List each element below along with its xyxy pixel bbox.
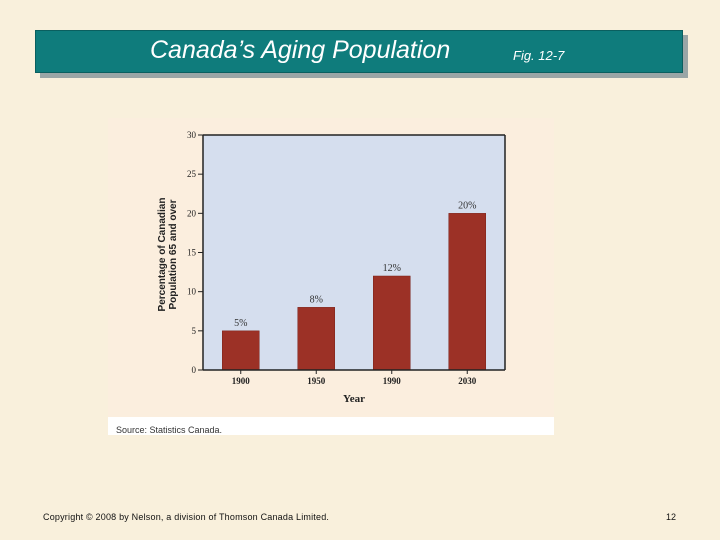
data-label-1990: 12% <box>383 263 401 274</box>
y-tick-label: 30 <box>187 130 197 140</box>
page-number: 12 <box>666 512 677 522</box>
x-tick-label-2030: 2030 <box>458 376 477 386</box>
y-tick-label: 10 <box>187 287 197 297</box>
data-label-2030: 20% <box>458 200 476 211</box>
bar-1900 <box>222 330 260 371</box>
y-axis-label-line-1: Percentage of Canadian <box>157 198 168 312</box>
bar-1950 <box>297 307 335 371</box>
x-tick-label-1950: 1950 <box>307 376 326 386</box>
y-tick-label: 5 <box>192 326 197 336</box>
figure-label: Fig. 12-7 <box>513 48 565 63</box>
y-tick-label: 25 <box>187 169 197 179</box>
data-label-1900: 5% <box>234 318 247 329</box>
x-axis-label: Year <box>343 393 365 405</box>
y-tick-label: 0 <box>192 365 197 375</box>
data-label-1950: 8% <box>310 294 323 305</box>
x-tick-label-1900: 1900 <box>232 376 251 386</box>
slide-title: Canada’s Aging Population <box>150 36 451 64</box>
y-tick-label: 15 <box>187 248 197 258</box>
bar-1990 <box>373 275 411 371</box>
source-strip <box>108 417 554 435</box>
title-bar <box>35 30 683 73</box>
y-tick-label: 20 <box>187 208 197 218</box>
source-note: Source: Statistics Canada. <box>116 425 223 435</box>
copyright-footer: Copyright © 2008 by Nelson, a division o… <box>43 512 330 522</box>
bar-2030 <box>448 213 486 371</box>
x-tick-label-1990: 1990 <box>383 376 402 386</box>
y-axis-label-line-2: Population 65 and over <box>168 199 179 309</box>
